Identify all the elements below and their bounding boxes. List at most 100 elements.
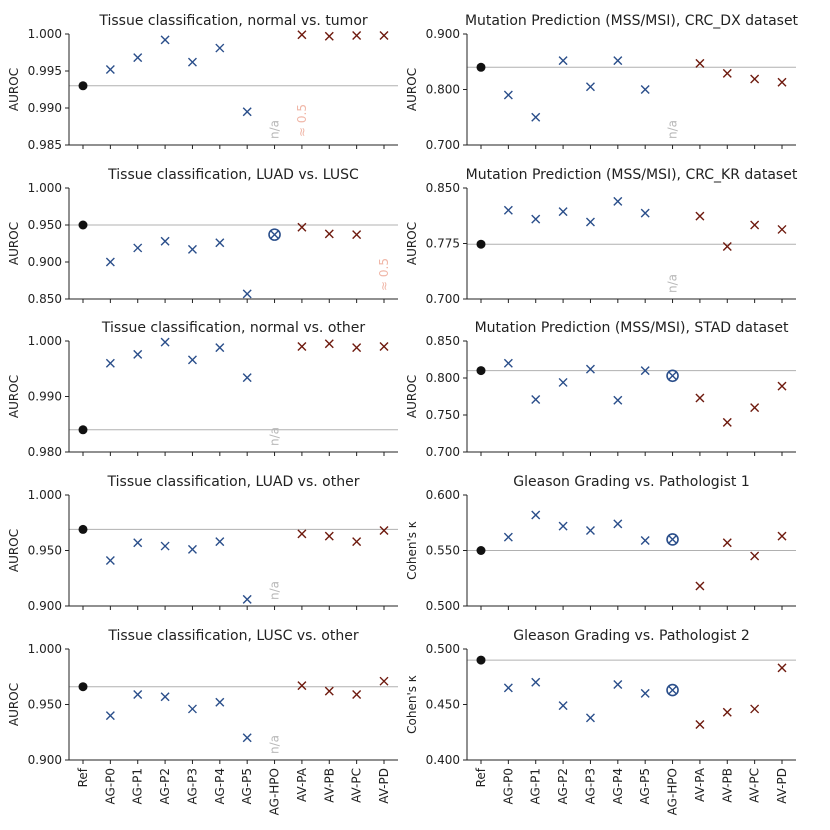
panel-9-xtick-label: AV-PD [377, 768, 391, 804]
panel-7-point-ag-p4 [215, 537, 225, 547]
panel-9-point-ag-p4 [215, 697, 225, 707]
panel-3-point-ag-p2 [160, 236, 170, 246]
panel-5-point-ref [78, 425, 88, 435]
panel-9-point-av-pa-stroke [297, 681, 307, 691]
panel-2-point-ag-p0-stroke [503, 90, 513, 100]
panel-6-point-ag-hpo-stroke [668, 371, 678, 381]
panel-3-point-av-pb-stroke [324, 229, 334, 239]
panel-10-title: Gleason Grading vs. Pathologist 2 [513, 628, 749, 644]
panel-9-xtick-label: AV-PC [350, 768, 364, 803]
panel-9-point-ag-p4-stroke [215, 697, 225, 707]
panel-1-point-av-pc-stroke [352, 30, 362, 40]
panel-7-ytick-label: 0.950 [28, 544, 62, 558]
panel-10-ytick-label: 0.400 [426, 753, 460, 767]
panel-1-point-ag-p3 [187, 57, 197, 67]
panel-4-point-av-pb-stroke [722, 241, 732, 251]
panel-6-point-ag-p5 [640, 366, 650, 376]
panel-5: Tissue classification, normal vs. other A… [7, 320, 398, 459]
panel-7-point-ag-p5 [242, 594, 252, 604]
panel-10-xtick-label: AV-PB [720, 768, 734, 803]
panel-2-point-ag-p0 [503, 90, 513, 100]
panel-5-ytick-label: 1.000 [28, 334, 62, 348]
panel-4-point-av-pc-stroke [750, 220, 760, 230]
panel-1-point-ag-p2-stroke [160, 35, 170, 45]
panel-5-point-av-pa [297, 342, 307, 352]
panel-6-point-ag-p1-stroke [531, 394, 541, 404]
panel-4-point-av-pa [695, 211, 705, 221]
panel-3-point-ag-p1-stroke [133, 243, 143, 253]
panel-4-point-ag-p5 [640, 208, 650, 218]
panel-2-point-ag-p2-stroke [558, 56, 568, 66]
panel-6-point-ag-p2 [558, 377, 568, 387]
panel-10-point-ag-hpo-ring [666, 683, 679, 697]
panel-1-point-av-pd-stroke [379, 30, 389, 40]
panel-2-point-ag-p5-stroke [640, 85, 650, 94]
panel-6-title: Mutation Prediction (MSS/MSI), STAD data… [475, 320, 789, 336]
panel-10-point-ag-p4 [613, 680, 623, 690]
panel-1-ytick-label: 0.990 [28, 101, 62, 115]
panel-10-point-ag-p2-stroke [558, 701, 568, 711]
panel-1-point-av-pc [352, 30, 362, 40]
panel-9-point-ag-p1-stroke [133, 690, 143, 700]
panel-2-point-ag-p4 [613, 56, 623, 66]
panel-5-point-ag-p1 [133, 349, 143, 359]
panel-9-point-ag-p1 [133, 690, 143, 700]
panel-4-point-ag-p1 [531, 214, 541, 224]
panel-2-point-ag-p2 [558, 56, 568, 66]
panel-5-note-na: n/a [268, 427, 282, 446]
panel-2-point-ag-p5 [640, 85, 650, 94]
panel-5-point-ag-p1-stroke [133, 349, 143, 359]
panel-6-point-ag-p4-stroke [613, 395, 623, 405]
panel-10-xtick-label: AG-HPO [666, 768, 680, 815]
panel-9-point-av-pb-stroke [324, 686, 334, 696]
panel-3-point-ag-p3 [187, 244, 197, 254]
panel-3-point-av-pa [297, 222, 307, 232]
panel-4-ylabel: AUROC [405, 222, 419, 265]
panel-10-xtick-label: AV-PD [775, 768, 789, 804]
panel-7-point-ag-p3-stroke [187, 544, 197, 554]
panel-6-point-ag-p2-stroke [558, 377, 568, 387]
panel-10-point-av-pb [722, 707, 732, 717]
panel-5-point-av-pb [324, 339, 334, 349]
panel-3-point-av-pc-stroke [352, 230, 362, 240]
panel-7-point-ag-p0-stroke [105, 555, 115, 565]
panel-3-title: Tissue classification, LUAD vs. LUSC [107, 167, 359, 183]
panel-7-title: Tissue classification, LUAD vs. other [107, 474, 360, 490]
panel-8-point-av-pc [750, 551, 760, 561]
panel-6: Mutation Prediction (MSS/MSI), STAD data… [405, 320, 796, 459]
panel-4-point-ag-p1-stroke [531, 214, 541, 224]
panel-7-point-ag-p3 [187, 544, 197, 554]
panel-1-note-na: n/a [268, 120, 282, 139]
panel-2-point-av-pb [722, 68, 732, 78]
panel-9-point-av-pd [379, 676, 389, 686]
panel-2-ytick-label: 0.900 [426, 27, 460, 41]
panel-2-point-av-pd-stroke [777, 77, 787, 87]
panel-3-point-ag-p4-stroke [215, 238, 225, 248]
panel-4-point-av-pd-stroke [777, 224, 787, 234]
panel-3-point-ag-p5 [242, 289, 252, 299]
panel-9-point-ag-p2 [160, 692, 170, 702]
panel-6-point-ag-p0-stroke [503, 358, 513, 368]
panel-10-point-ag-p4-stroke [613, 680, 623, 690]
panel-1-point-av-pa-stroke [297, 30, 307, 40]
panel-6-point-ag-p0 [503, 358, 513, 368]
panel-10-xtick-label: AV-PC [748, 768, 762, 803]
panel-8-point-ag-p4 [613, 519, 623, 529]
panel-7-ytick-label: 1.000 [28, 488, 62, 502]
panel-7-point-ag-p4-stroke [215, 537, 225, 547]
panel-3-point-ag-hpo-ring [268, 228, 281, 241]
panel-10-xtick-label: AV-PA [693, 767, 707, 802]
panel-8-point-ag-p3 [585, 526, 595, 536]
panel-6-point-av-pd-stroke [777, 381, 787, 391]
panel-10-point-av-pc-stroke [750, 704, 760, 714]
panel-8-point-ag-hpo [666, 533, 679, 546]
panel-1-ytick-label: 0.995 [28, 64, 62, 78]
panel-1-title: Tissue classification, normal vs. tumor [98, 13, 368, 29]
panel-8-point-av-pd-stroke [777, 531, 787, 541]
panel-10-point-av-pa [695, 719, 705, 729]
panel-4-point-ag-p0-stroke [503, 205, 513, 215]
panel-10-point-ag-p5-stroke [640, 688, 650, 698]
panel-10-point-ag-p1-stroke [531, 677, 541, 687]
panel-5-point-av-pc [352, 343, 362, 353]
panel-8-point-av-pd [777, 531, 787, 541]
